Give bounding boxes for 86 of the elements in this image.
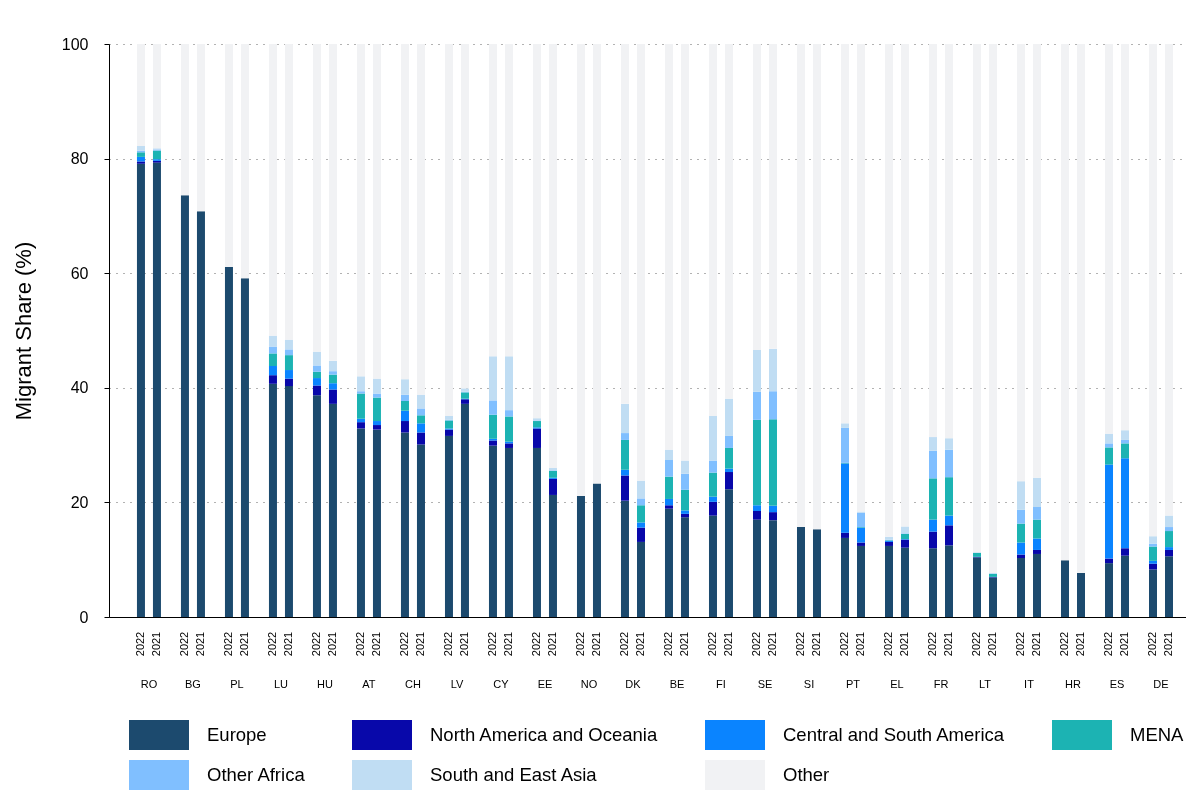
text: DK bbox=[625, 678, 642, 690]
x-tick-label: 2022 bbox=[441, 631, 454, 657]
y-tick-label: 80 bbox=[70, 150, 89, 168]
x-tick-label: 2022 bbox=[133, 631, 146, 657]
text: PT bbox=[845, 678, 861, 690]
x-tick-label: 2022 bbox=[749, 631, 762, 657]
text: LT bbox=[978, 678, 992, 690]
text: CY bbox=[493, 678, 510, 690]
text: FI bbox=[716, 678, 726, 690]
y-tick-label: 20 bbox=[70, 493, 89, 511]
x-tick-label: 2021 bbox=[501, 631, 514, 657]
y-tick-label: 60 bbox=[70, 264, 89, 282]
text: IT bbox=[1024, 678, 1035, 690]
x-tick-label: 2021 bbox=[413, 631, 426, 657]
x-tick-label: 2021 bbox=[1118, 631, 1131, 657]
x-tick-label: 2021 bbox=[457, 631, 470, 657]
text: BE bbox=[669, 678, 685, 690]
text: EE bbox=[537, 678, 553, 690]
x-tick-label: 2022 bbox=[177, 631, 190, 657]
x-tick-label: 2022 bbox=[1058, 631, 1071, 657]
legend-label: MENA bbox=[1130, 724, 1185, 745]
text: SE bbox=[757, 678, 773, 690]
x-tick-label: 2022 bbox=[397, 631, 410, 657]
x-tick-label: 2021 bbox=[589, 631, 602, 657]
x-tick-label: 2021 bbox=[765, 631, 778, 657]
text: NO bbox=[580, 678, 598, 690]
text: LU bbox=[273, 678, 289, 690]
text: ES bbox=[1109, 678, 1125, 690]
x-tick-label: 2021 bbox=[986, 631, 998, 657]
x-tick-label: 2022 bbox=[970, 631, 982, 657]
y-axis-title: Migrant Share (%) bbox=[10, 241, 36, 421]
text: RO bbox=[140, 678, 158, 690]
x-tick-label: 2021 bbox=[237, 631, 250, 657]
x-tick-label: 2022 bbox=[221, 631, 234, 657]
x-tick-label: 2022 bbox=[309, 631, 322, 657]
x-tick-label: 2021 bbox=[325, 631, 338, 657]
text: LV bbox=[450, 678, 464, 690]
y-tick-label: 0 bbox=[79, 608, 89, 626]
x-tick-label: 2021 bbox=[193, 631, 206, 657]
text: HU bbox=[317, 678, 333, 690]
text: FR bbox=[933, 678, 949, 690]
text: HR bbox=[1065, 678, 1082, 690]
text: AT bbox=[362, 678, 376, 690]
x-tick-label: 2021 bbox=[633, 631, 646, 657]
x-tick-label: 2021 bbox=[149, 631, 162, 657]
text: DE bbox=[1153, 678, 1169, 690]
x-tick-label: 2022 bbox=[837, 631, 850, 657]
x-tick-label: 2022 bbox=[926, 631, 938, 657]
x-tick-label: 2021 bbox=[854, 631, 866, 657]
legend-label: North America and Oceania bbox=[430, 724, 658, 745]
x-tick-label: 2022 bbox=[353, 631, 366, 657]
legend-label: Europe bbox=[207, 724, 267, 745]
text: PL bbox=[230, 678, 244, 690]
x-tick-label: 2022 bbox=[265, 631, 278, 657]
x-tick-label: 2022 bbox=[705, 631, 718, 657]
x-tick-label: 2021 bbox=[545, 631, 558, 657]
x-tick-label: 2021 bbox=[721, 631, 734, 657]
legend-label: Other Africa bbox=[207, 764, 306, 785]
x-tick-label: 2021 bbox=[1030, 631, 1042, 657]
x-tick-label: 2022 bbox=[1014, 631, 1026, 657]
text: SI bbox=[803, 678, 815, 690]
x-tick-label: 2021 bbox=[898, 631, 910, 657]
x-tick-label: 2021 bbox=[1162, 631, 1175, 657]
x-tick-label: 2022 bbox=[1102, 631, 1115, 657]
x-tick-label: 2021 bbox=[677, 631, 690, 657]
legend-label: Other bbox=[783, 764, 830, 785]
x-tick-label: 2022 bbox=[661, 631, 674, 657]
x-tick-label: 2022 bbox=[485, 631, 498, 657]
x-tick-label: 2022 bbox=[882, 631, 894, 657]
y-tick-label: 40 bbox=[70, 379, 89, 397]
x-tick-label: 2022 bbox=[793, 631, 806, 657]
y-tick-label: 100 bbox=[61, 35, 89, 53]
x-tick-label: 2021 bbox=[1074, 631, 1087, 657]
text: BG bbox=[185, 678, 201, 690]
x-tick-label: 2022 bbox=[529, 631, 542, 657]
legend-label: Central and South America bbox=[783, 724, 1005, 745]
x-tick-label: 2021 bbox=[281, 631, 294, 657]
x-tick-label: 2022 bbox=[573, 631, 586, 657]
legend-label: South and East Asia bbox=[430, 764, 598, 785]
x-tick-label: 2022 bbox=[1146, 631, 1159, 657]
x-tick-label: 2022 bbox=[617, 631, 630, 657]
x-tick-label: 2021 bbox=[942, 631, 954, 657]
x-tick-label: 2021 bbox=[369, 631, 382, 657]
x-tick-label: 2021 bbox=[809, 631, 822, 657]
text: CH bbox=[405, 678, 421, 690]
text: EL bbox=[890, 678, 904, 690]
